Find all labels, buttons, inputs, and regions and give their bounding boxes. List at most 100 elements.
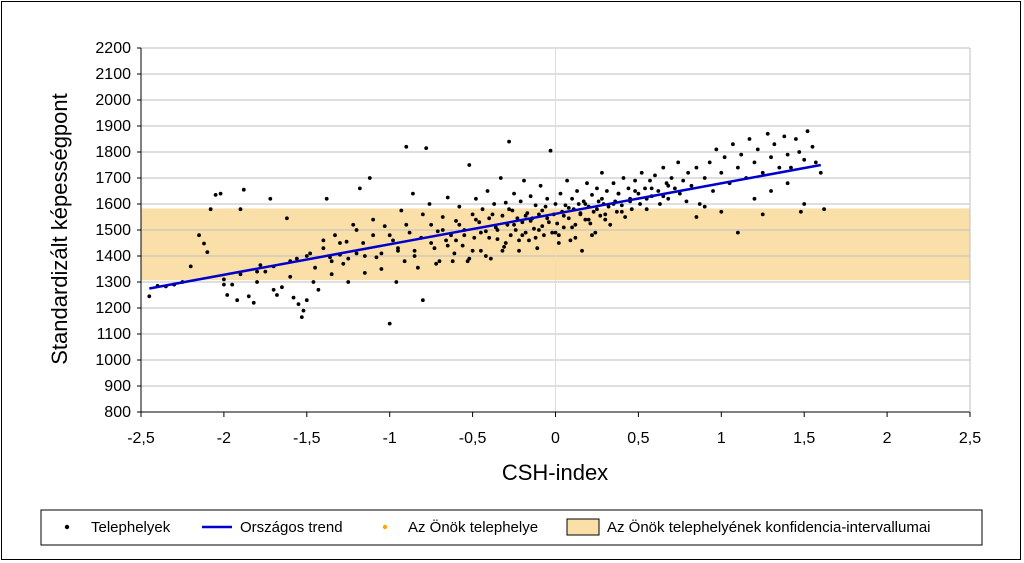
data-point	[538, 183, 543, 188]
data-point	[238, 207, 243, 212]
data-point	[585, 181, 589, 186]
data-point	[480, 207, 485, 212]
data-point	[404, 144, 409, 149]
data-point	[495, 237, 500, 242]
data-point	[822, 207, 826, 212]
data-point	[472, 235, 477, 240]
legend-label-trend: Országos trend	[240, 519, 343, 536]
data-point	[362, 271, 367, 275]
data-point	[639, 170, 644, 175]
data-point	[294, 256, 299, 261]
data-point	[528, 219, 533, 223]
data-point	[785, 152, 790, 157]
data-point	[387, 233, 392, 238]
data-point	[568, 238, 573, 243]
data-point	[666, 196, 671, 201]
data-point	[575, 189, 579, 193]
data-point	[638, 202, 642, 206]
trend-layer	[149, 163, 822, 290]
data-point	[570, 196, 574, 201]
data-point	[371, 233, 376, 238]
data-point	[391, 238, 395, 243]
data-point	[537, 212, 541, 217]
data-point	[528, 194, 533, 199]
data-point	[512, 191, 516, 196]
data-point	[208, 207, 213, 212]
data-point	[452, 251, 457, 256]
data-point	[411, 191, 415, 196]
x-tick-label: 0,5	[627, 430, 649, 447]
data-point	[798, 209, 803, 214]
y-tick-label: 2200	[95, 40, 131, 57]
data-point	[263, 269, 268, 274]
legend-own-site-swatch	[382, 524, 388, 530]
data-point	[285, 216, 289, 221]
x-tick-label: 0	[551, 430, 560, 447]
data-point	[719, 170, 724, 175]
data-point	[810, 144, 815, 149]
data-point	[202, 241, 206, 246]
data-point	[304, 254, 309, 258]
data-point	[561, 213, 566, 218]
data-point	[454, 238, 458, 243]
data-point	[595, 207, 599, 212]
data-point	[566, 216, 571, 221]
data-point	[495, 228, 500, 232]
data-point	[573, 222, 578, 227]
data-point	[546, 220, 551, 225]
data-point	[553, 202, 558, 206]
data-point	[354, 228, 359, 232]
data-point	[694, 215, 699, 219]
data-point	[629, 207, 634, 212]
data-point	[213, 193, 218, 197]
data-point	[813, 160, 818, 165]
data-point	[333, 233, 337, 238]
data-point	[420, 212, 425, 217]
data-point	[361, 241, 366, 245]
data-point	[794, 137, 798, 141]
data-point	[633, 178, 637, 183]
y-tick-label: 2100	[95, 66, 131, 83]
data-point	[684, 199, 689, 204]
data-point	[351, 222, 356, 227]
data-point	[512, 222, 516, 227]
data-point	[672, 186, 677, 191]
data-point	[772, 142, 777, 147]
data-point	[251, 300, 256, 305]
x-tick-label: 2	[883, 430, 892, 447]
data-point	[702, 204, 707, 209]
data-point	[379, 251, 384, 256]
data-point	[677, 191, 682, 196]
data-point	[735, 165, 740, 170]
data-point	[498, 176, 503, 180]
data-point	[510, 208, 515, 213]
data-point	[578, 211, 583, 216]
data-point	[747, 137, 752, 141]
x-tick-label: -0,5	[459, 430, 487, 447]
data-point	[230, 282, 235, 287]
data-point	[566, 206, 571, 210]
data-point	[467, 256, 472, 261]
data-point	[457, 204, 462, 209]
data-point	[797, 150, 802, 154]
data-point	[694, 165, 699, 170]
data-point	[731, 142, 735, 147]
data-point	[603, 212, 608, 217]
x-tick-label: -1,5	[293, 430, 321, 447]
data-point	[561, 225, 566, 230]
data-point	[500, 213, 505, 218]
data-point	[769, 189, 773, 193]
data-point	[271, 287, 276, 292]
data-point	[197, 233, 201, 238]
data-point	[532, 226, 536, 231]
data-point	[329, 259, 334, 264]
data-point	[621, 176, 626, 180]
data-point	[467, 163, 472, 167]
data-point	[450, 259, 455, 264]
data-point	[445, 195, 450, 200]
data-point	[268, 196, 273, 201]
y-tick-label: 1300	[95, 274, 131, 291]
data-point	[648, 178, 652, 183]
data-point	[275, 293, 279, 297]
